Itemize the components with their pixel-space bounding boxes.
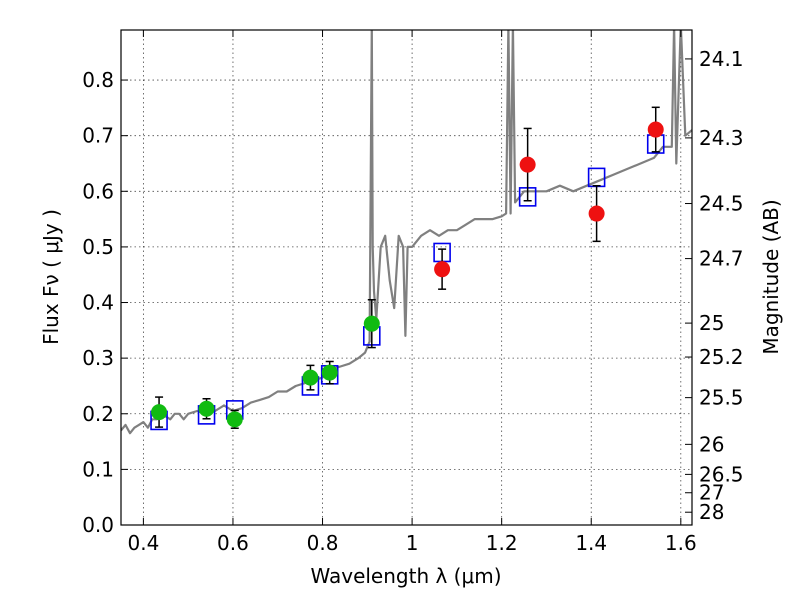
y2-tick-label: 27 bbox=[699, 481, 724, 505]
y2-tick-label: 24.3 bbox=[699, 126, 744, 150]
plot-frame bbox=[120, 29, 693, 526]
y2-axis-label: Magnitude (AB) bbox=[759, 199, 783, 354]
y-tick-label: 0.5 bbox=[82, 235, 114, 259]
observed-nir-point bbox=[647, 121, 664, 138]
observed-optical-point bbox=[363, 315, 380, 332]
y-tick-label: 0.3 bbox=[82, 346, 114, 370]
x-tick-label: 1.6 bbox=[665, 531, 697, 555]
observed-optical-point bbox=[226, 411, 243, 428]
y-tick-label: 0.0 bbox=[82, 513, 114, 537]
y2-tick-label: 24.5 bbox=[699, 192, 744, 216]
y-tick-label: 0.7 bbox=[82, 124, 114, 148]
y2-tick-label: 28 bbox=[699, 500, 724, 524]
x-tick-label: 0.4 bbox=[127, 531, 159, 555]
x-axis-label: Wavelength λ (μm) bbox=[310, 564, 501, 588]
observed-optical-point bbox=[198, 400, 215, 417]
observed-nir-point bbox=[519, 156, 536, 173]
y2-tick-label: 24.1 bbox=[699, 47, 744, 71]
observed-optical-point bbox=[151, 404, 168, 421]
y-tick-label: 0.6 bbox=[82, 179, 114, 203]
plot-markers bbox=[150, 106, 665, 431]
y-tick-label: 0.4 bbox=[82, 291, 114, 315]
y-axis-label: Flux Fν ( μJy ) bbox=[39, 209, 63, 345]
y-tick-label: 0.8 bbox=[82, 68, 114, 92]
y2-tick-label: 26.5 bbox=[699, 462, 744, 486]
grid bbox=[121, 30, 692, 526]
y2-tick-label: 24.7 bbox=[699, 247, 744, 271]
x-tick-label: 0.8 bbox=[307, 531, 339, 555]
y2-tick-label: 25.5 bbox=[699, 386, 744, 410]
y-tick-label: 0.2 bbox=[82, 402, 114, 426]
y2-tick-label: 26 bbox=[699, 432, 724, 456]
x-tick-label: 1.4 bbox=[575, 531, 607, 555]
y2-tick-label: 25 bbox=[699, 311, 724, 335]
plot-data bbox=[121, 30, 692, 435]
x-tick-label: 1 bbox=[406, 531, 419, 555]
y2-tick-label: 25.2 bbox=[699, 345, 744, 369]
axes: 0.4 0.6 0.8 1 1.2 1.4 1.6 0.0 0.1 0.2 0.3 0.4 0.5 0.6… bbox=[82, 30, 744, 555]
x-tick-label: 1.2 bbox=[486, 531, 518, 555]
observed-nir-point bbox=[434, 261, 451, 278]
observed-optical-point bbox=[302, 369, 319, 386]
y-tick-label: 0.1 bbox=[82, 457, 114, 481]
x-tick-label: 0.6 bbox=[217, 531, 249, 555]
observed-nir-point bbox=[588, 205, 605, 222]
model-spectrum-line bbox=[121, 30, 692, 435]
observed-optical-point bbox=[321, 364, 338, 381]
